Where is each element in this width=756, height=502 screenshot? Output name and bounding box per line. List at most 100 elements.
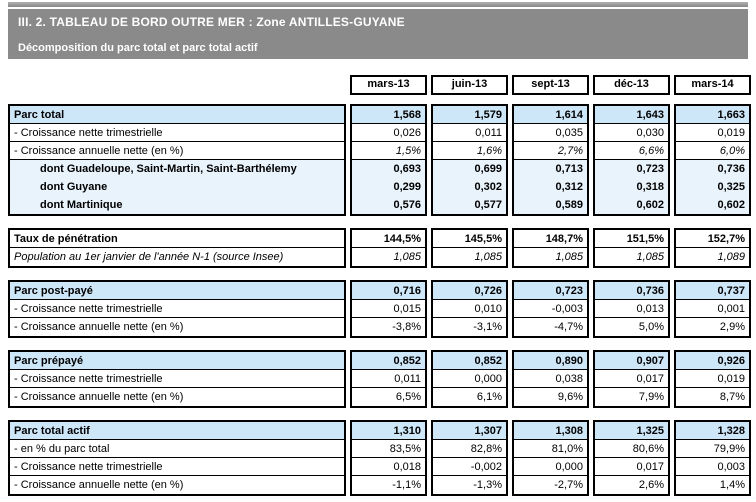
value-cell: -1,3% [473,479,502,491]
value-cell: 1,579 [433,106,506,124]
table-section-parc-post-paye: Parc post-payé - Croissance nette trimest… [8,280,751,338]
value-cell: 0,001 [676,300,749,318]
value-cell: 6,6% [595,142,668,160]
value-cell: 145,5% [433,230,506,248]
value-cell: 1,310 [352,422,425,440]
value-cell: -3,8% [392,321,421,333]
label-column: Parc prépayé - Croissance nette trimestri… [8,350,346,408]
value-cell: 6,5% [395,391,421,403]
value-column-mars-14: 1,663 0,019 6,0% 0,736 0,325 0,602 [674,104,751,216]
value-cell: 2,7% [514,142,587,160]
value-cell: 0,000 [433,370,506,388]
value-column-juin-13: 0,852 0,000 6,1% [431,350,508,408]
value-cell: 0,003 [676,458,749,476]
value-cell: 0,576 [352,196,425,214]
column-header-row: mars-13 juin-13 sept-13 déc-13 mars-14 [8,75,751,95]
value-cell: 0,736 [595,282,668,300]
value-cell: 1,643 [595,106,668,124]
value-column-mars-13: 1,568 0,026 1,5% 0,693 0,299 0,576 [350,104,427,216]
value-cell: 1,5% [352,142,425,160]
row-label: - Croissance nette trimestrielle [10,370,344,388]
row-label: - en % du parc total [10,440,344,458]
value-cell: 6,0% [676,142,749,160]
value-column-mars-13: 144,5% 1,085 [350,228,427,268]
value-cell: 0,723 [514,282,587,300]
value-cell: 0,017 [595,458,668,476]
value-column-sept-13: 1,614 0,035 2,7% 0,713 0,312 0,589 [512,104,589,216]
column-header: mars-13 [350,75,427,95]
value-column-déc-13: 1,643 0,030 6,6% 0,723 0,318 0,602 [593,104,670,216]
row-label: Parc post-payé [10,282,344,300]
value-cell: 0,019 [676,124,749,142]
value-cell: 0,577 [433,196,506,214]
label-column: Parc post-payé - Croissance nette trimest… [8,280,346,338]
value-cell: 0,018 [352,458,425,476]
value-cell: 1,568 [352,106,425,124]
value-cell: 0,318 [595,178,668,196]
value-cell: 0,852 [433,352,506,370]
value-cell: -3,1% [473,321,502,333]
value-cell: -0,002 [433,458,506,476]
value-column-déc-13: 1,325 80,6% 0,017 2,6% [593,420,670,496]
value-cell: 0,019 [676,370,749,388]
value-cell: 1,085 [555,251,583,263]
value-cell: 81,0% [514,440,587,458]
label-column: Parc total - Croissance nette trimestriel… [8,104,346,216]
value-cell: -1,1% [392,479,421,491]
value-column-mars-13: 1,310 83,5% 0,018 -1,1% [350,420,427,496]
value-cell: 0,723 [595,160,668,178]
value-cell: -2,7% [554,479,583,491]
row-label: - Croissance annuelle nette (en %) [10,142,344,160]
value-cell: 1,308 [514,422,587,440]
value-column-mars-14: 1,328 79,9% 0,003 1,4% [674,420,751,496]
value-cell: 1,085 [636,251,664,263]
value-cell: 0,017 [595,370,668,388]
value-cell: 0,011 [352,370,425,388]
value-cell: 0,852 [352,352,425,370]
value-cell: 6,1% [476,391,502,403]
value-column-mars-14: 0,926 0,019 8,7% [674,350,751,408]
value-column-mars-13: 0,716 0,015 -3,8% [350,280,427,338]
value-cell: 0,038 [514,370,587,388]
row-label: dont Martinique [10,196,344,214]
report-subtitle: Décomposition du parc total et parc tota… [18,42,258,54]
value-cell: 0,602 [676,196,749,214]
value-cell: 0,737 [676,282,749,300]
value-cell: 1,614 [514,106,587,124]
value-cell: 1,307 [433,422,506,440]
value-cell: 0,736 [676,160,749,178]
row-label: dont Guadeloupe, Saint-Martin, Saint-Bar… [10,160,344,178]
value-cell: 0,302 [433,178,506,196]
row-label: Parc total actif [10,422,344,440]
value-cell: 1,328 [676,422,749,440]
table-section-parc-total-actif: Parc total actif - en % du parc total - Cr… [8,420,751,496]
value-cell: 0,890 [514,352,587,370]
row-label: dont Guyane [10,178,344,196]
row-label: Population au 1er janvier de l'année N-1… [14,251,284,263]
row-label: - Croissance annuelle nette (en %) [14,479,184,491]
label-column: Parc total actif - en % du parc total - Cr… [8,420,346,496]
value-cell: 1,4% [719,479,745,491]
row-label: - Croissance nette trimestrielle [10,124,344,142]
value-cell: 152,7% [676,230,749,248]
value-cell: 0,693 [352,160,425,178]
row-label: - Croissance nette trimestrielle [10,300,344,318]
value-column-mars-14: 152,7% 1,089 [674,228,751,268]
value-cell: 0,713 [514,160,587,178]
value-cell: 144,5% [352,230,425,248]
value-cell: 5,0% [638,321,664,333]
value-cell: 0,602 [595,196,668,214]
column-header: mars-14 [674,75,751,95]
value-cell: 0,026 [352,124,425,142]
value-column-juin-13: 145,5% 1,085 [431,228,508,268]
value-cell: 0,013 [595,300,668,318]
top-divider-bar [8,2,748,7]
column-header: juin-13 [431,75,508,95]
column-header: sept-13 [512,75,589,95]
value-cell: -4,7% [554,321,583,333]
row-label: Parc prépayé [10,352,344,370]
value-cell: 1,085 [393,251,421,263]
value-cell: 7,9% [638,391,664,403]
column-header: déc-13 [593,75,670,95]
value-cell: 0,716 [352,282,425,300]
